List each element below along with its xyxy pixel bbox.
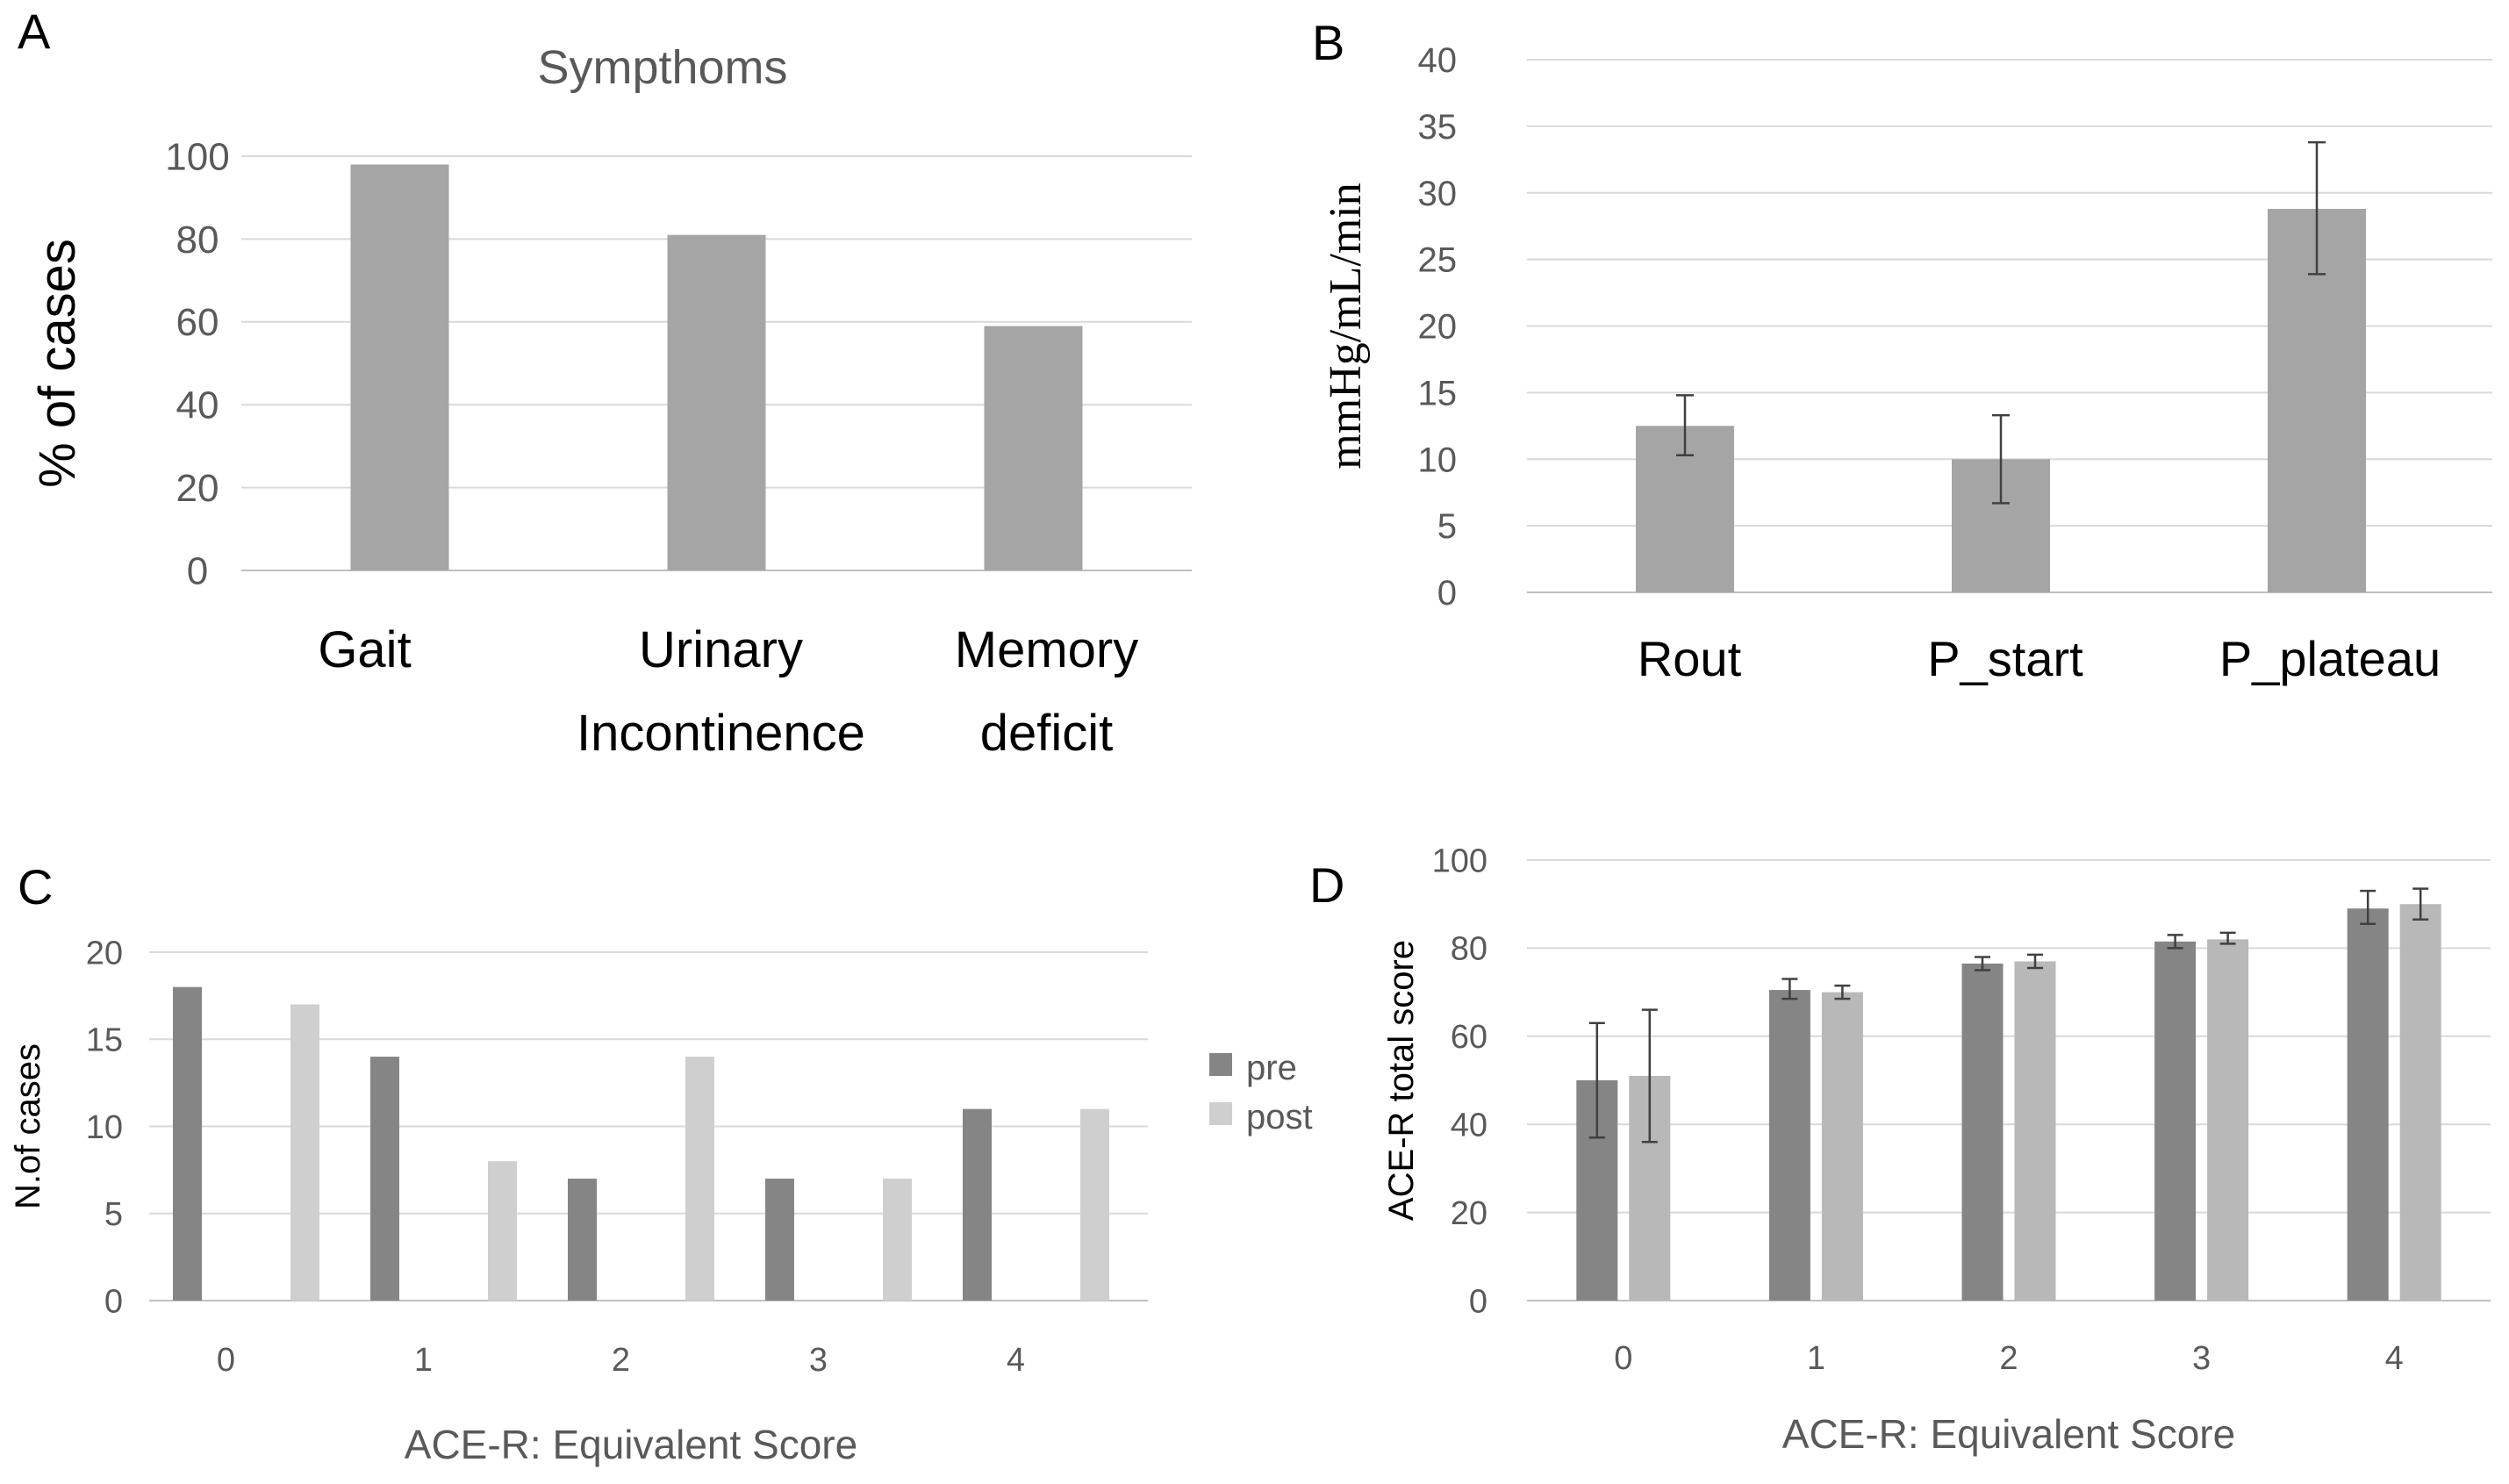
x-axis-label: ACE-R: Equivalent Score bbox=[405, 1422, 857, 1467]
y-tick-label: 40 bbox=[176, 384, 219, 427]
panel-a: A Sympthoms 0 20 40 60 80 100 % of cases Gait Urin… bbox=[18, 4, 1192, 762]
x-tick-label-line: Memory bbox=[955, 621, 1138, 678]
panel-b: B 0 5 10 15 20 25 30 35 40 mmHg/mL/min Rout P_start P… bbox=[1312, 15, 2492, 686]
y-axis-label: ACE-R total score bbox=[1382, 940, 1421, 1221]
y-tick-label: 40 bbox=[1451, 1108, 1487, 1144]
bar-pre bbox=[2347, 908, 2389, 1301]
y-tick-label: 15 bbox=[86, 1022, 123, 1059]
panel-letter: C bbox=[18, 859, 53, 914]
x-tick-label-line: Urinary bbox=[639, 621, 803, 678]
panel-letter: D bbox=[1309, 857, 1344, 913]
y-axis-label: % of cases bbox=[29, 239, 86, 488]
y-axis-label: N.of cases bbox=[9, 1043, 47, 1209]
bar-pre bbox=[568, 1179, 597, 1301]
x-tick-label: Gait bbox=[318, 621, 411, 678]
bar-post bbox=[2399, 904, 2441, 1301]
x-tick-label: Rout bbox=[1638, 631, 1742, 686]
x-tick-label: 0 bbox=[1614, 1340, 1632, 1377]
x-tick-label-line: deficit bbox=[980, 705, 1114, 762]
bar bbox=[350, 164, 449, 570]
y-tick-label: 100 bbox=[165, 135, 229, 178]
x-tick-label: 0 bbox=[217, 1342, 235, 1379]
y-tick-label: 100 bbox=[1432, 842, 1487, 879]
panel-letter: A bbox=[18, 4, 51, 59]
y-tick-label: 30 bbox=[1418, 175, 1458, 213]
bar-post bbox=[1080, 1108, 1109, 1301]
panel-letter: B bbox=[1312, 15, 1344, 70]
bar-pre bbox=[370, 1057, 399, 1301]
bar bbox=[984, 326, 1083, 570]
y-tick-label: 25 bbox=[1418, 241, 1458, 280]
y-tick-label: 35 bbox=[1418, 108, 1458, 147]
y-tick-label: 20 bbox=[176, 467, 219, 510]
y-tick-label: 10 bbox=[1418, 441, 1458, 479]
x-tick-label: 1 bbox=[1807, 1340, 1825, 1377]
y-tick-label: 60 bbox=[1451, 1019, 1487, 1056]
bar-pre bbox=[963, 1108, 992, 1301]
y-tick-label: 20 bbox=[86, 935, 123, 971]
bar-post bbox=[488, 1161, 517, 1301]
bar-post bbox=[883, 1179, 912, 1301]
bar-post bbox=[1821, 992, 1863, 1301]
x-tick-label: 1 bbox=[414, 1342, 433, 1379]
x-tick-label: Urinary Incontinence bbox=[577, 621, 865, 762]
y-tick-label: 60 bbox=[176, 301, 219, 344]
bar-pre bbox=[765, 1179, 794, 1301]
bar-pre bbox=[1768, 990, 1810, 1301]
y-tick-label: 5 bbox=[104, 1196, 123, 1233]
bar-post bbox=[290, 1004, 319, 1301]
panel-c: C 0 5 10 15 20 N.of cases 0 1 2 3 4 ACE-R: Equivalen… bbox=[9, 859, 1313, 1467]
x-tick-label: 2 bbox=[1999, 1340, 2018, 1377]
bar-pre bbox=[2154, 941, 2197, 1301]
y-tick-label: 15 bbox=[1418, 374, 1458, 412]
y-tick-label: 80 bbox=[176, 219, 219, 262]
y-tick-label: 0 bbox=[1437, 574, 1457, 613]
y-tick-label: 5 bbox=[1437, 507, 1457, 546]
y-tick-label: 10 bbox=[86, 1109, 123, 1146]
y-tick-label: 0 bbox=[104, 1283, 123, 1320]
x-tick-label: 3 bbox=[809, 1342, 828, 1379]
x-tick-label: 4 bbox=[1007, 1342, 1025, 1379]
x-tick-label: Memory deficit bbox=[955, 621, 1138, 762]
bar bbox=[667, 234, 766, 570]
y-tick-label: 80 bbox=[1451, 931, 1487, 968]
x-tick-label-line: Gait bbox=[318, 621, 411, 678]
bar-pre bbox=[173, 986, 202, 1301]
y-tick-label: 20 bbox=[1418, 308, 1458, 347]
y-axis-label: mmHg/mL/min bbox=[1321, 183, 1371, 469]
x-tick-label: 2 bbox=[612, 1342, 630, 1379]
legend-label-post: post bbox=[1246, 1098, 1313, 1136]
x-tick-label-line: Incontinence bbox=[577, 705, 865, 762]
legend-label-pre: pre bbox=[1246, 1049, 1297, 1087]
y-tick-label: 20 bbox=[1451, 1195, 1487, 1232]
bar-post bbox=[2014, 961, 2056, 1301]
x-tick-label: 3 bbox=[2192, 1340, 2211, 1377]
x-tick-label: 4 bbox=[2385, 1340, 2404, 1377]
y-tick-label: 40 bbox=[1418, 41, 1458, 80]
bar-pre bbox=[1961, 963, 2004, 1301]
x-tick-label: P_start bbox=[1927, 631, 2083, 686]
y-tick-label: 0 bbox=[187, 549, 208, 592]
panel-d: D 0 20 40 60 80 100 ACE-R total score 0 1 2 3 4 ACE-R… bbox=[1309, 842, 2491, 1457]
chart-title: Sympthoms bbox=[537, 41, 787, 94]
x-tick-label: P_plateau bbox=[2219, 631, 2441, 686]
y-tick-label: 0 bbox=[1469, 1283, 1487, 1320]
bar-post bbox=[2207, 939, 2249, 1301]
legend-swatch-pre bbox=[1209, 1053, 1232, 1076]
bar-post bbox=[685, 1057, 714, 1301]
x-axis-label: ACE-R: Equivalent Score bbox=[1782, 1411, 2235, 1457]
legend-swatch-post bbox=[1209, 1102, 1232, 1125]
